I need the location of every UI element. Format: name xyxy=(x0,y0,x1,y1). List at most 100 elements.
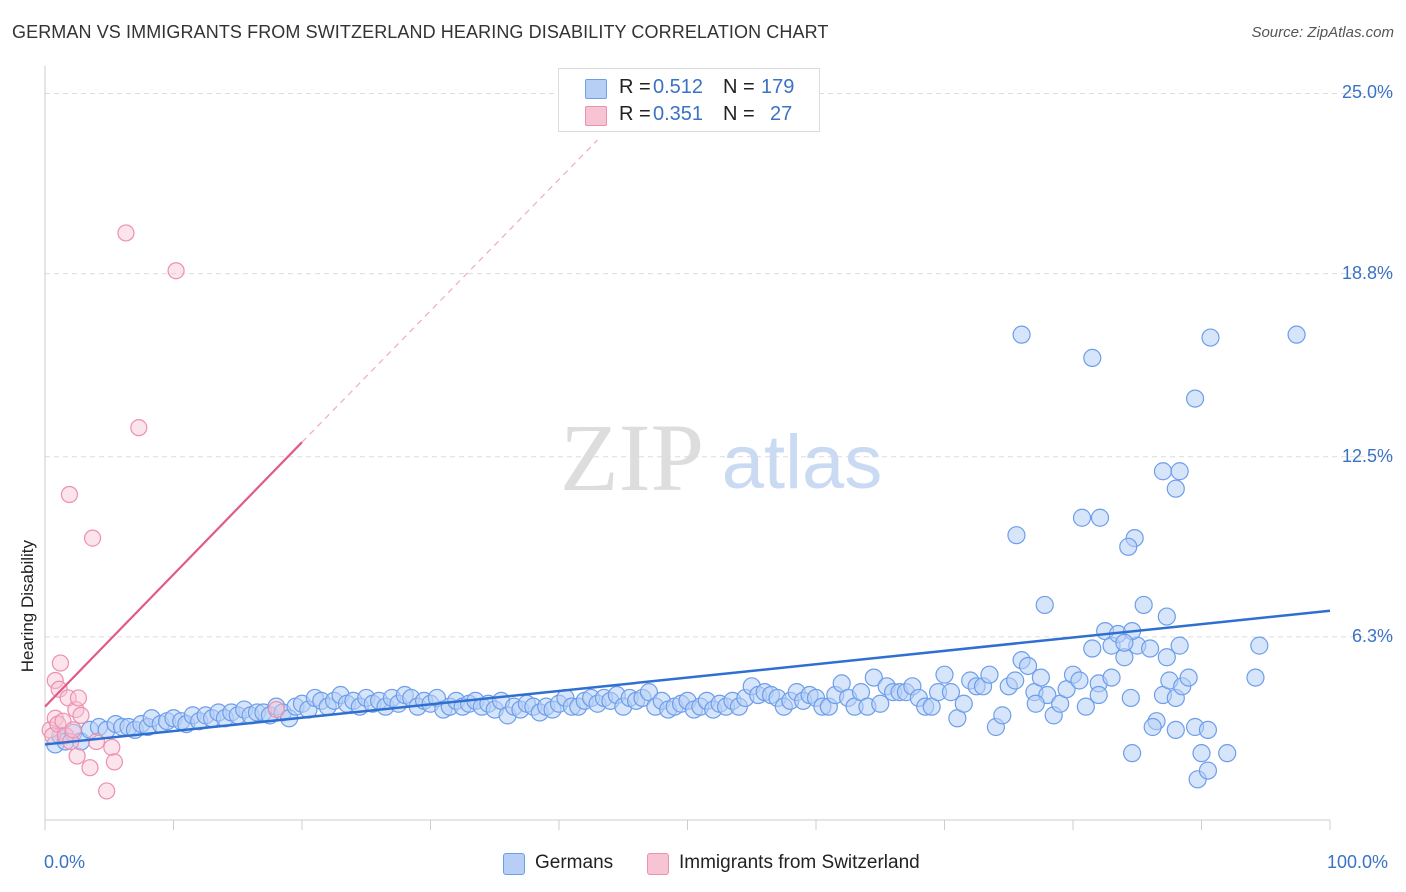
legend-r-value-german: 0.512 xyxy=(653,76,704,98)
german-point xyxy=(1198,720,1218,740)
german-point xyxy=(1115,633,1134,652)
swiss-point xyxy=(267,700,285,719)
legend-n-value-german: 179 xyxy=(761,76,795,98)
swiss-point xyxy=(72,706,90,724)
german-point xyxy=(1166,479,1185,498)
swiss-point xyxy=(50,680,68,698)
german-point xyxy=(980,665,999,684)
german-point xyxy=(864,668,883,687)
axes xyxy=(44,66,1331,830)
swiss-point xyxy=(64,721,82,739)
german-point xyxy=(1083,639,1102,658)
german-point xyxy=(1102,668,1121,687)
german-point xyxy=(1198,761,1218,780)
german-point xyxy=(1143,717,1162,737)
y-tick-label: 6.3% xyxy=(1351,625,1393,646)
german-point xyxy=(1007,526,1026,545)
german-point xyxy=(1070,671,1089,690)
german-point xyxy=(1140,639,1160,658)
swiss-point xyxy=(81,759,99,777)
german-point xyxy=(1083,348,1102,368)
german-point xyxy=(1287,325,1306,344)
legend-swatch-german xyxy=(585,79,607,99)
x-tick-max: 100.0% xyxy=(1327,852,1389,872)
german-point xyxy=(1090,508,1110,527)
german-point xyxy=(1123,744,1142,763)
german-point xyxy=(1153,462,1173,481)
german-point xyxy=(1012,325,1031,344)
swiss-point xyxy=(60,485,79,504)
german-point xyxy=(1179,668,1198,687)
swiss-point xyxy=(83,529,102,547)
swiss-point xyxy=(68,747,86,765)
series-legend-swatch-german xyxy=(503,853,525,875)
swiss-point xyxy=(103,738,121,756)
swiss-point xyxy=(98,782,116,800)
german-point xyxy=(1250,636,1269,655)
german-point xyxy=(993,706,1012,725)
watermark: ZIP atlas xyxy=(560,404,882,511)
legend-n-label: N = xyxy=(723,103,755,125)
swiss-point xyxy=(87,732,106,751)
german-point xyxy=(1018,656,1038,676)
y-tick-label: 18.8% xyxy=(1341,262,1393,283)
german-point xyxy=(1185,389,1205,408)
chart-title: GERMAN VS IMMIGRANTS FROM SWITZERLAND HE… xyxy=(12,22,829,42)
series-legend-german: Germans xyxy=(535,852,614,873)
legend-r-label: R = xyxy=(619,103,651,125)
german-point xyxy=(1026,694,1045,713)
swiss-trend-extension xyxy=(301,139,598,443)
german-point xyxy=(1157,607,1176,626)
german-point xyxy=(1076,697,1095,716)
x-tick-min: 0.0% xyxy=(44,852,86,872)
swiss-point xyxy=(46,671,64,690)
german-point xyxy=(1072,508,1092,527)
german-trend-line xyxy=(44,609,1331,746)
german-point xyxy=(1170,462,1189,481)
watermark-atlas: atlas xyxy=(722,420,883,505)
german-point xyxy=(935,665,954,684)
german-point xyxy=(1218,744,1237,763)
swiss-point xyxy=(51,654,70,672)
german-series xyxy=(46,325,1306,789)
legend-n-label: N = xyxy=(723,76,755,98)
series-legend-swiss: Immigrants from Switzerland xyxy=(679,852,920,873)
german-point xyxy=(1192,744,1211,763)
swiss-point xyxy=(117,224,135,242)
y-axis-label: Hearing Disability xyxy=(18,540,37,673)
german-point xyxy=(941,683,961,702)
y-tick-label: 12.5% xyxy=(1341,445,1393,466)
swiss-series xyxy=(41,224,285,800)
german-point xyxy=(1134,595,1153,615)
legend-n-value-swiss: 27 xyxy=(770,103,793,125)
german-point xyxy=(1170,636,1189,655)
legend-r-value-swiss: 0.351 xyxy=(653,103,704,125)
german-point xyxy=(1166,720,1185,740)
swiss-point xyxy=(69,689,88,707)
trend-lines xyxy=(44,139,1331,746)
german-point xyxy=(1031,668,1050,687)
grid-lines xyxy=(45,92,1392,638)
german-point xyxy=(1121,688,1140,708)
legend-swatch-swiss xyxy=(585,106,607,126)
correlation-legend: R = 0.512 N = 179 R = 0.351 N = 27 xyxy=(558,68,820,132)
y-axis-label-wrap: Hearing Disability xyxy=(18,540,42,700)
watermark-zip: ZIP xyxy=(560,404,704,511)
swiss-point xyxy=(130,419,148,437)
series-legend-swatch-swiss xyxy=(647,853,669,875)
german-point xyxy=(1246,668,1265,687)
legend-r-label: R = xyxy=(619,76,651,98)
german-point xyxy=(1089,685,1108,705)
swiss-point xyxy=(167,262,185,280)
swiss-point xyxy=(105,753,123,771)
german-point xyxy=(1157,648,1176,667)
german-point xyxy=(1119,537,1138,556)
german-point xyxy=(871,694,890,713)
swiss-trend-line xyxy=(44,441,303,708)
german-point xyxy=(1201,328,1220,347)
y-tick-label: 25.0% xyxy=(1341,82,1393,103)
source-label: Source: ZipAtlas.com xyxy=(1251,24,1394,41)
series-legend: Germans Immigrants from Switzerland xyxy=(0,852,1406,878)
german-point xyxy=(954,694,973,713)
